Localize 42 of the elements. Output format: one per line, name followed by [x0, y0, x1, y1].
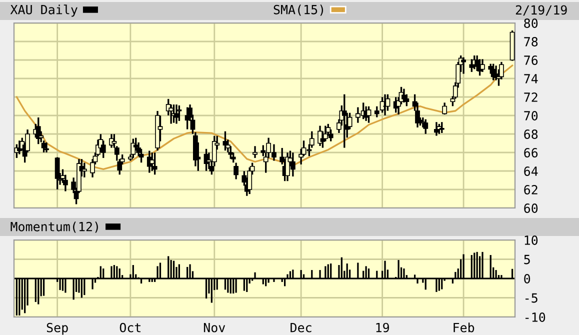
x-tick-label: Feb — [454, 322, 474, 332]
y-tick-label: 68 — [524, 130, 538, 139]
text: 2/19/19 — [516, 5, 567, 16]
candlestick — [150, 152, 155, 171]
legend-label: SMA(15) — [274, 4, 324, 16]
candlestick — [442, 102, 448, 114]
y-tick-label: 60 — [524, 204, 538, 213]
x-tick-label: Nov — [204, 323, 226, 332]
candlestick — [174, 104, 179, 124]
y-tick-label: 5 — [524, 254, 530, 264]
y-tick-label: 70 — [524, 111, 538, 120]
legend-label: XAU Daily — [10, 4, 78, 17]
candlestick — [109, 134, 114, 148]
y-tick-label: 66 — [524, 148, 538, 158]
y-tick-label: 10 — [524, 236, 538, 245]
legend-label: Momentum(12) — [10, 222, 98, 233]
candlestick — [44, 142, 49, 152]
candlestick — [461, 57, 466, 74]
y-tick-label: 64 — [524, 166, 538, 176]
candlestick — [374, 106, 380, 118]
y-tick-label: 72 — [524, 92, 538, 102]
y-tick-label: 76 — [524, 56, 538, 65]
y-tick-label: -10 — [526, 312, 546, 322]
candlestick — [82, 162, 87, 178]
y-tick-label: -5 — [526, 293, 538, 303]
candlestick — [480, 59, 485, 72]
x-tick-label: Oct — [120, 322, 141, 332]
x-tick-label: 19 — [376, 322, 389, 332]
x-tick-label: Sep — [46, 322, 68, 335]
y-tick-label: 78 — [524, 37, 538, 46]
candlestick — [355, 107, 360, 123]
candlestick — [176, 105, 182, 121]
y-tick-label: 80 — [524, 18, 538, 28]
y-tick-label: 0 — [524, 274, 530, 284]
candlestick — [423, 119, 428, 134]
x-tick-label: Dec — [290, 323, 312, 332]
candlestick — [402, 88, 406, 102]
candlestick — [252, 146, 258, 158]
y-tick-label: 62 — [524, 185, 538, 194]
candlestick — [234, 162, 239, 180]
candlestick — [366, 106, 372, 123]
y-tick-label: 74 — [524, 74, 538, 84]
